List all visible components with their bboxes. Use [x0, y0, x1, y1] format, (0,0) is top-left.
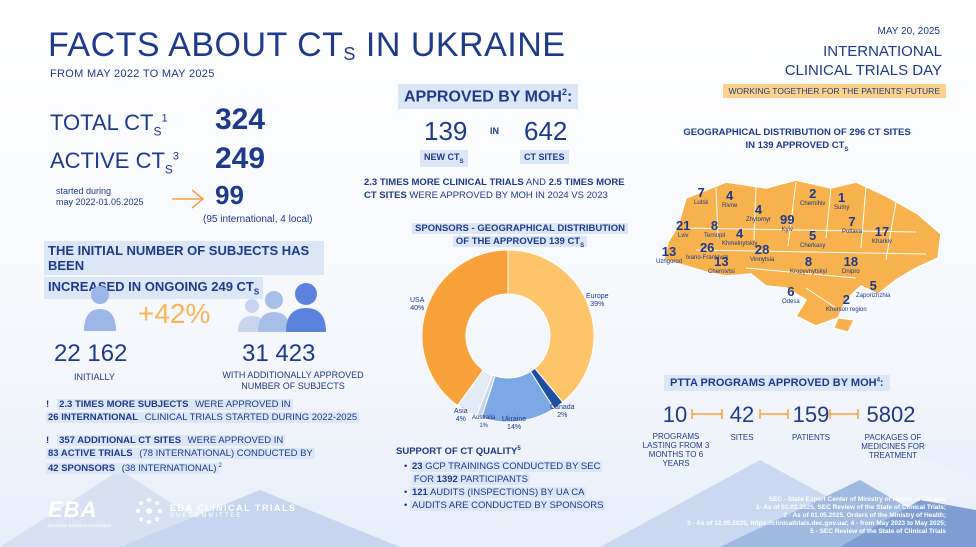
donut-label-usa: USA 40%: [410, 297, 425, 312]
region-ternopil: 8 Ternopil: [704, 218, 726, 239]
ptta-heading: PTTA PROGRAMS APPROVED BY MOH4:: [664, 375, 890, 391]
region-chernivtsi: 13 Chernivtsi: [708, 254, 735, 275]
approved-comparison: 2.3 TIMES MORE CLINICAL TRIALS AND 2.5 T…: [364, 177, 625, 201]
region-dnipro: 18 Dnipro: [842, 254, 860, 275]
eba-logo: EBA European Business Association: [48, 497, 112, 528]
background-pattern: [0, 440, 976, 547]
ukraine-map: [663, 179, 942, 333]
people-group-icon: [238, 283, 326, 332]
new-cts-label: NEW CTS: [420, 150, 468, 167]
region-ivano-frankivsk: 26 Ivano-Frankivsk: [686, 240, 729, 261]
started-label: started during may 2022-01.05.2025: [56, 186, 144, 207]
footnotes: SEC - State Expert Center of Ministry of…: [686, 496, 946, 535]
ptta-programs-label: PROGRAMS LASTING FROM 3 MONTHS TO 6 YEAR…: [642, 432, 710, 468]
ptta-patients-label: PATIENTS: [792, 433, 830, 442]
total-cts-label: TOTAL CTS1: [50, 110, 168, 139]
sponsors-donut-chart: [421, 249, 595, 423]
total-cts-value: 324: [215, 103, 266, 136]
donut-label-europe: Europe 39%: [586, 293, 609, 308]
ptta-patients-value: 159: [792, 402, 830, 427]
region-vinnytsia: 28 Vinnytsia: [750, 242, 775, 263]
event-tagline: WORKING TOGETHER FOR THE PATIENTS' FUTUR…: [722, 84, 946, 98]
ptta-packages-label: PACKAGES OF MEDICINES FOR TREATMENT: [861, 433, 925, 460]
ptta-connectors: [691, 409, 859, 419]
quality-item: • 121 AUDITS (INSPECTIONS) BY UA CA: [404, 487, 587, 498]
page-title: FACTS ABOUT CTS IN UKRAINE: [48, 26, 566, 64]
event-date: MAY 20, 2025: [877, 26, 940, 37]
new-cts-value: 139: [424, 116, 468, 146]
region-kherson: 2 Kherson region: [826, 292, 867, 313]
period-label: FROM MAY 2022 TO MAY 2025: [50, 68, 215, 80]
donut-label-canada: Canada 2%: [550, 404, 575, 419]
ct-subcommittee-logo-icon: [135, 497, 163, 525]
geo-heading: GEOGRAPHICAL DISTRIBUTION OF 296 CT SITE…: [683, 127, 911, 153]
donut-label-asia: Asia 4%: [454, 408, 468, 423]
region-kharkiv: 17 Kharkiv: [872, 224, 893, 245]
region-odesa: 6 Odesa: [782, 284, 800, 305]
ct-sites-value: 642: [524, 116, 568, 146]
quality-heading: SUPPORT OF CT QUALITY5: [396, 446, 521, 458]
note-subjects: ! 2.3 TIMES MORE SUBJECTS WERE APPROVED …: [46, 399, 360, 423]
region-kyiv: 99 Kyiv: [780, 212, 795, 233]
event-name: INTERNATIONAL CLINICAL TRIALS DAY: [784, 43, 942, 79]
in-word: IN: [490, 126, 499, 136]
increase-percent: +42%: [138, 298, 211, 329]
region-zhytomyr: 4 Zhytomyr: [746, 202, 772, 223]
ct-subcommittee-name: EBA CLINICAL TRIALS SUBCOMMITTEE: [170, 503, 297, 519]
region-sumy: 1 Sumy: [834, 190, 850, 211]
region-poltava: 7 Poltava: [842, 214, 863, 235]
person-icon: [84, 286, 116, 331]
region-rivne: 4 Rivne: [722, 188, 738, 209]
initial-subjects-label: INITIALLY: [74, 372, 115, 382]
region-chernihiv: 2 Chernihiv: [800, 186, 826, 207]
donut-label-ukraine: Ukraine 14%: [502, 416, 527, 431]
region-zaporizhzhia: 5 Zaporizhzhia: [856, 278, 891, 299]
ptta-programs-value: 10: [662, 402, 688, 427]
quality-item: FOR 1392 PARTICIPANTS: [411, 474, 530, 485]
initial-subjects-value: 22 162: [54, 340, 128, 367]
subjects-heading: THE INITIAL NUMBER OF SUBJECTS HAS BEEN …: [44, 241, 324, 299]
donut-slice-usa: [421, 249, 509, 407]
ct-sites-label: CT SITES: [520, 150, 569, 164]
final-subjects-label: WITH ADDITIONALLY APPROVED NUMBER OF SUB…: [222, 370, 364, 391]
quality-item: • AUDITS ARE CONDUCTED BY SPONSORS: [404, 500, 606, 511]
region-lutsk: 7 Lutsk: [694, 185, 709, 206]
region-lviv: 21 Lviv: [676, 218, 691, 239]
region-uzhgorod: 13 Uzhgorod: [656, 244, 683, 265]
approved-heading: APPROVED BY MOH2:: [398, 84, 579, 110]
note-sites: ! 357 ADDITIONAL CT SITES WERE APPROVED …: [46, 435, 315, 475]
ptta-sites-value: 42: [729, 402, 755, 427]
quality-item: • 23 GCP TRAININGS CONDUCTED BY SEC: [404, 461, 603, 472]
active-cts-label: ACTIVE CTS3: [50, 148, 180, 177]
region-khmelnytskiy: 4 Khmelnytskiy: [722, 226, 758, 247]
sponsors-heading: SPONSORS - GEOGRAPHICAL DISTRIBUTION OF …: [390, 222, 650, 253]
quality-list: • 23 GCP TRAININGS CONDUCTED BY SEC FOR …: [404, 460, 606, 512]
region-cherkasy: 5 Cherkasy: [800, 228, 826, 249]
donut-label-australia: Australia 1%: [472, 415, 496, 429]
active-cts-value: 249: [215, 142, 266, 175]
donut-slice-europe: [507, 249, 595, 403]
started-note: (95 international, 4 local): [203, 214, 313, 225]
region-kropyvnytskyi: 8 Kropyvnytskyi: [790, 254, 828, 275]
arrow-right-icon: [172, 189, 205, 209]
started-value: 99: [215, 180, 244, 210]
ptta-sites-label: SITES: [730, 433, 754, 442]
ptta-packages-value: 5802: [866, 402, 916, 427]
final-subjects-value: 31 423: [242, 340, 316, 367]
